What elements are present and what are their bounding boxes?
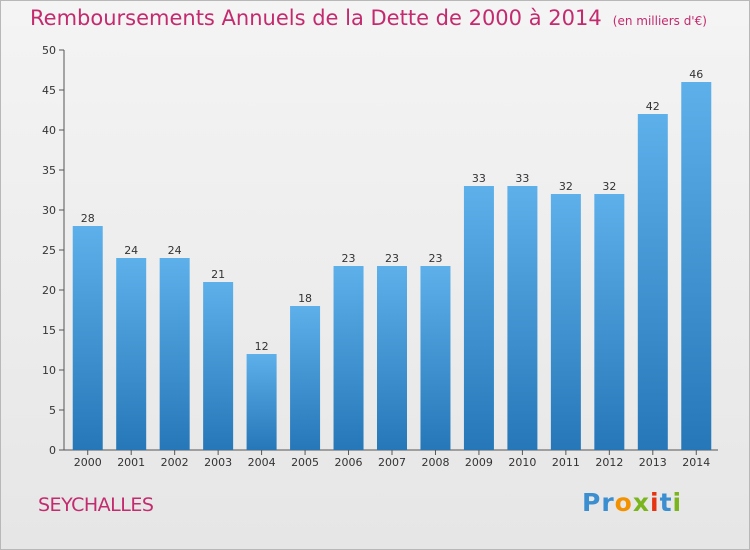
y-tick-label: 40 [42,124,56,137]
y-tick-label: 10 [42,364,56,377]
bar-value-label: 18 [298,292,312,305]
x-tick-label: 2006 [335,456,363,469]
proxiti-logo: Proxiti [582,488,682,517]
bar [377,266,407,450]
bar-value-label: 24 [124,244,138,257]
bar [72,226,103,450]
y-tick-label: 30 [42,204,56,217]
bar [159,258,190,450]
bar-value-label: 46 [689,68,703,81]
y-tick-label: 45 [42,84,56,97]
town-name: SEYCHALLES [38,494,154,516]
y-tick-label: 20 [42,284,56,297]
bar-value-label: 23 [428,252,442,265]
logo-letter: o [614,488,633,517]
x-tick-label: 2011 [552,456,580,469]
x-tick-label: 2013 [639,456,667,469]
x-tick-label: 2008 [421,456,449,469]
x-tick-label: 2007 [378,456,406,469]
bar [681,82,712,450]
x-tick-label: 2002 [161,456,189,469]
bar [203,282,234,450]
chart-unit: (en milliers d'€) [612,14,707,28]
bar [550,194,581,450]
x-tick-label: 2014 [682,456,710,469]
y-tick-label: 35 [42,164,56,177]
bar [637,114,668,450]
logo-letter: i [650,488,660,517]
y-tick-label: 5 [49,404,56,417]
x-tick-label: 2010 [508,456,536,469]
chart-title-group: Remboursements Annuels de la Dette de 20… [30,6,707,30]
bar [594,194,625,450]
y-tick-label: 25 [42,244,56,257]
logo-letter: t [659,488,673,517]
bar-value-label: 32 [602,180,616,193]
y-tick-label: 50 [42,44,56,57]
bar-value-label: 12 [255,340,269,353]
bar [420,266,451,450]
logo-letter: x [632,488,650,517]
x-tick-label: 2009 [465,456,493,469]
bar-value-label: 32 [559,180,573,193]
bar [463,186,494,450]
bar-value-label: 24 [168,244,182,257]
bar-value-label: 33 [515,172,529,185]
bar [116,258,147,450]
bar-value-label: 33 [472,172,486,185]
x-tick-label: 2004 [248,456,276,469]
y-tick-label: 15 [42,324,56,337]
logo-letter: i [672,488,683,517]
chart-title: Remboursements Annuels de la Dette de 20… [30,6,602,30]
bar-value-label: 23 [342,252,356,265]
logo-letter: P [582,488,602,517]
bar-value-label: 23 [385,252,399,265]
x-tick-label: 2000 [74,456,102,469]
bar-value-label: 28 [81,212,95,225]
bar [333,266,364,450]
bar [290,306,321,450]
x-tick-label: 2001 [117,456,145,469]
bar [507,186,538,450]
bars-group: 28 24 24 21 12 18 23 23 23 33 33 32 32 42 46 [72,68,712,450]
x-tick-label: 2003 [204,456,232,469]
bar [246,354,277,450]
y-tick-label: 0 [49,444,56,457]
bar-value-label: 42 [646,100,660,113]
logo-letter: r [601,488,615,517]
x-tick-label: 2005 [291,456,319,469]
x-tick-label: 2012 [595,456,623,469]
bar-value-label: 21 [211,268,225,281]
